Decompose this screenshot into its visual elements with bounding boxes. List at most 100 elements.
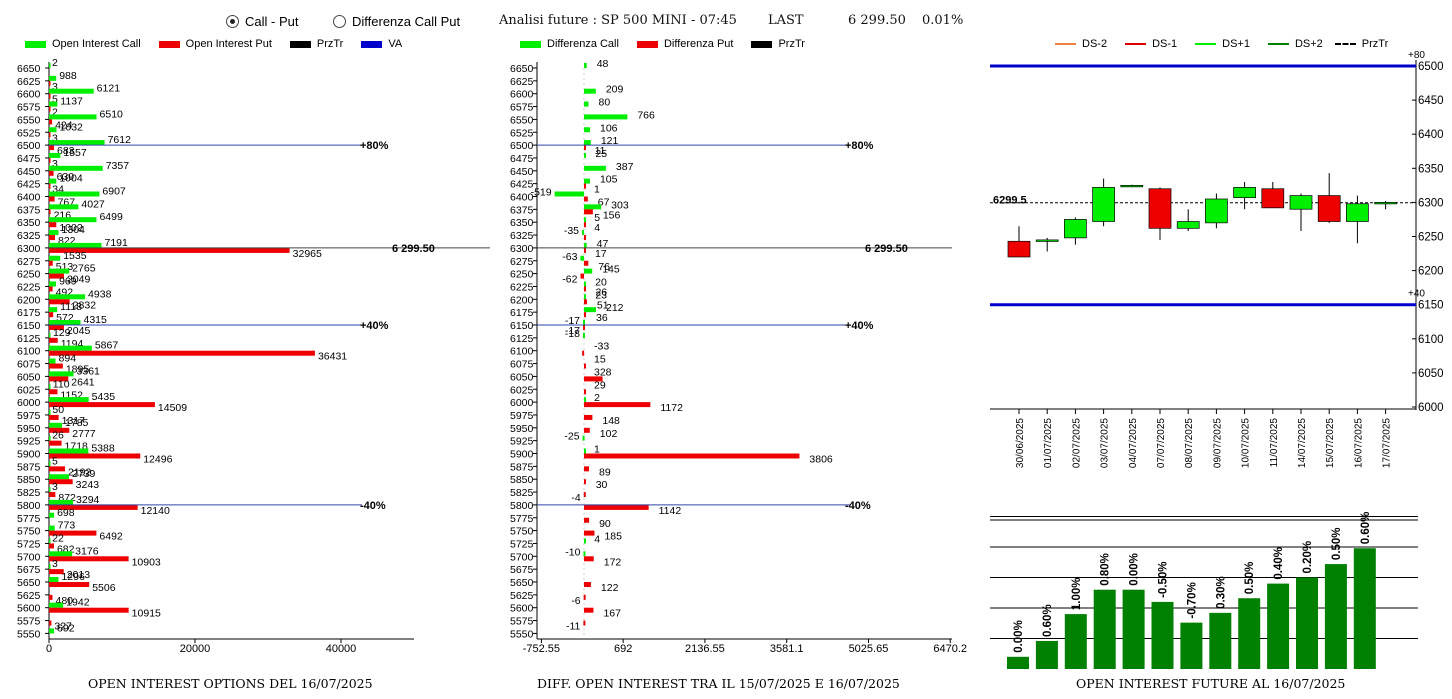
strike-label: 6100 bbox=[17, 346, 41, 358]
strike-label: 6525 bbox=[17, 127, 41, 139]
x-date-label: 16/07/2025 bbox=[1353, 418, 1364, 468]
diff-call-bar bbox=[584, 178, 590, 184]
call-bar bbox=[49, 422, 63, 428]
diff-call-bar bbox=[584, 140, 591, 146]
reference-label: 6 299.50 bbox=[392, 243, 435, 255]
call-value-label: 894 bbox=[59, 353, 77, 365]
call-bar bbox=[49, 178, 57, 184]
strike-label: 5900 bbox=[510, 449, 534, 461]
diff-put-bar bbox=[584, 235, 586, 241]
diff-call-label: -35 bbox=[564, 225, 579, 237]
call-value-label: 129 bbox=[53, 327, 71, 339]
legend-item: DS-1 bbox=[1152, 38, 1178, 50]
diff-put-bar bbox=[583, 620, 586, 626]
diff-put-bar bbox=[582, 350, 585, 356]
diff-call-bar bbox=[584, 448, 586, 454]
call-bar bbox=[49, 448, 89, 454]
call-value-label: 5867 bbox=[95, 340, 119, 352]
strike-label: 5575 bbox=[510, 616, 534, 628]
strike-label: 6550 bbox=[510, 114, 534, 126]
strike-label: 5675 bbox=[17, 564, 41, 576]
strike-label: 5775 bbox=[17, 513, 41, 525]
diff-call-label: 387 bbox=[616, 161, 634, 173]
diff-put-bar bbox=[584, 582, 591, 587]
x-tick-label: 3581.1 bbox=[770, 643, 804, 655]
strike-label: 6575 bbox=[510, 102, 534, 114]
diff-call-bar bbox=[584, 204, 602, 210]
strike-label: 5775 bbox=[510, 513, 534, 525]
diff-call-label: 145 bbox=[602, 264, 620, 276]
diff-put-label: 36 bbox=[596, 312, 608, 324]
legend-item: Differenza Call bbox=[547, 38, 619, 50]
strike-label: 5575 bbox=[17, 616, 41, 628]
put-bar bbox=[49, 222, 57, 228]
put-bar bbox=[49, 620, 52, 626]
diff-call-label: 48 bbox=[597, 58, 609, 70]
oi-bar bbox=[1324, 564, 1347, 669]
put-value-label: 10915 bbox=[132, 608, 161, 620]
diff-put-label: -62 bbox=[562, 274, 577, 286]
y-tick-label: 6100 bbox=[1418, 334, 1444, 346]
oi-bar-label: 0.00% bbox=[1129, 553, 1141, 586]
diff-put-bar bbox=[584, 402, 651, 408]
y-tick-label: 6400 bbox=[1418, 129, 1444, 141]
y-tick-label: 6450 bbox=[1418, 95, 1444, 107]
put-bar bbox=[49, 299, 70, 305]
x-tick-label: -752.55 bbox=[523, 643, 560, 655]
call-value-label: 4027 bbox=[81, 198, 105, 210]
strike-label: 5900 bbox=[17, 449, 41, 461]
oi-bar-label: 0.50% bbox=[1331, 527, 1343, 560]
diff-call-label: 29 bbox=[594, 379, 606, 391]
x-date-label: 04/07/2025 bbox=[1128, 418, 1139, 468]
legend-item: DS+2 bbox=[1294, 38, 1323, 50]
radio-differenza[interactable]: Differenza Call Put bbox=[333, 14, 460, 29]
strike-label: 5650 bbox=[17, 577, 41, 589]
put-bar bbox=[49, 170, 54, 176]
strike-label: 5750 bbox=[17, 526, 41, 538]
call-bar bbox=[49, 371, 74, 377]
diff-put-label: 1 bbox=[594, 184, 600, 196]
diff-put-bar bbox=[584, 479, 586, 485]
strike-label: 6025 bbox=[510, 384, 534, 396]
oi-bar-label: 0.40% bbox=[1273, 547, 1285, 580]
legend-mid: Differenza Call Differenza Put PrzTr bbox=[520, 38, 805, 50]
strike-label: 6150 bbox=[17, 320, 41, 332]
strike-label: 5600 bbox=[17, 603, 41, 615]
candle-body bbox=[1176, 221, 1200, 229]
oi-bar-label: 0.80% bbox=[1100, 553, 1112, 586]
strike-label: 5850 bbox=[510, 474, 534, 486]
call-bar bbox=[49, 525, 55, 531]
diff-put-label: 90 bbox=[599, 518, 611, 530]
diff-put-label: 148 bbox=[602, 415, 620, 427]
call-value-label: 5 bbox=[52, 455, 58, 467]
reference-label: -40% bbox=[845, 500, 871, 512]
radio-dot bbox=[333, 15, 346, 28]
candle-body bbox=[1092, 187, 1115, 222]
diff-call-label: -63 bbox=[562, 251, 577, 263]
call-bar bbox=[49, 307, 58, 313]
put-bar bbox=[49, 119, 53, 125]
diff-call-bar bbox=[584, 114, 628, 120]
strike-label: 6625 bbox=[510, 76, 534, 88]
reference-label: +80% bbox=[845, 140, 874, 152]
call-value-label: 50 bbox=[52, 404, 64, 416]
call-bar bbox=[49, 499, 74, 505]
oi-bar bbox=[1007, 656, 1029, 669]
diff-put-label: 102 bbox=[600, 428, 618, 440]
strike-label: 6125 bbox=[17, 333, 41, 345]
reference-label: +40% bbox=[845, 320, 874, 332]
put-value-label: 1002 bbox=[59, 222, 83, 234]
y-tick-label: 6300 bbox=[1418, 197, 1444, 209]
legend-item: DS-2 bbox=[1082, 38, 1108, 50]
strike-label: 5600 bbox=[510, 603, 534, 615]
put-bar bbox=[49, 594, 53, 600]
radio-call-put[interactable]: Call - Put bbox=[226, 14, 298, 29]
put-value-label: 34 bbox=[52, 184, 64, 196]
legend-line-ds-1 bbox=[1125, 43, 1147, 45]
diff-call-bar bbox=[584, 294, 586, 300]
call-bar bbox=[49, 294, 86, 300]
call-bar bbox=[49, 628, 55, 634]
oi-bar-label: -0.70% bbox=[1186, 582, 1198, 618]
strike-label: 5800 bbox=[17, 500, 41, 512]
